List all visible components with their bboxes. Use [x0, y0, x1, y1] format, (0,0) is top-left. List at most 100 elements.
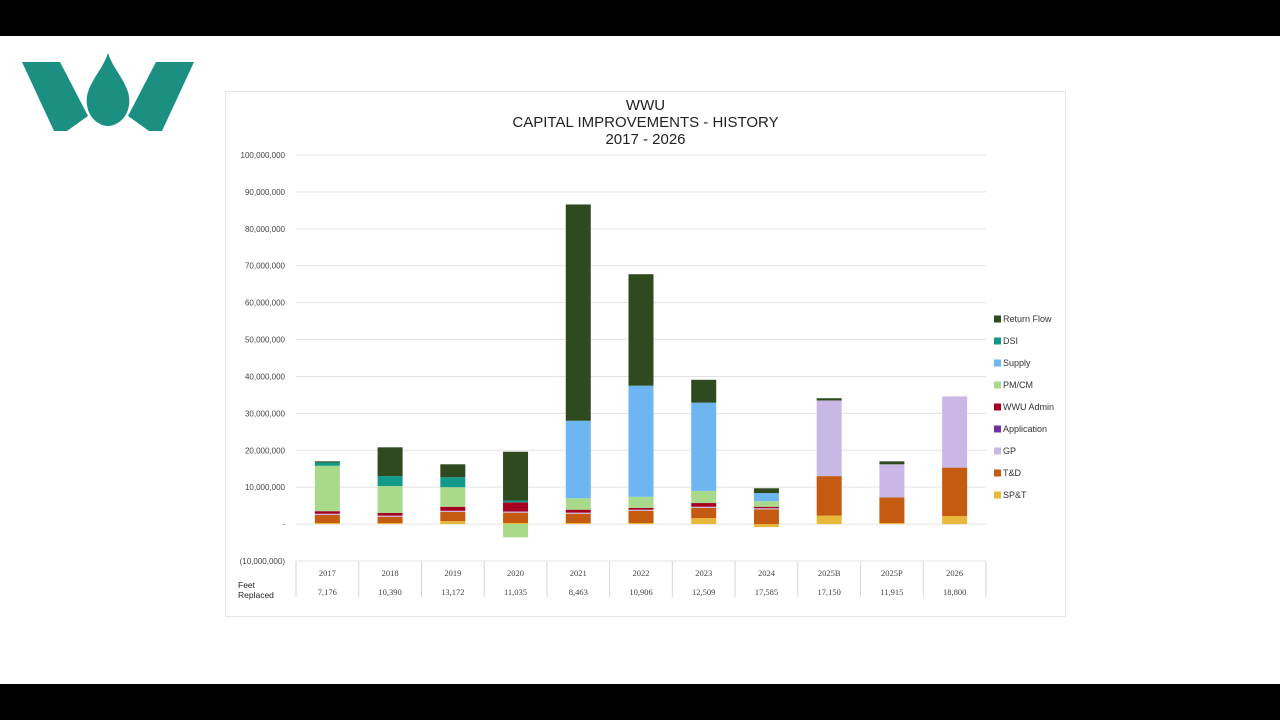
- feet-replaced-value: 7,176: [318, 587, 337, 597]
- x-tick-label: 2022: [633, 568, 650, 578]
- bar-segment-gp-2019: [440, 510, 466, 512]
- wwu-logo: [22, 53, 194, 131]
- bar-segment-return-flow-2021: [565, 204, 591, 421]
- bar-segment-sp-t-2020: [503, 522, 529, 525]
- y-tick-label: 10,000,000: [245, 483, 286, 492]
- bar-segment-return-flow-2025p: [879, 461, 905, 465]
- logo-w-left: [22, 62, 88, 131]
- x-tick-label: 2017: [319, 568, 336, 578]
- bar-segment-return-flow-2025b: [816, 398, 842, 401]
- bar-segment-pm-cm-2019: [440, 487, 466, 507]
- bar-segment-sp-t-2018: [377, 522, 403, 525]
- bar-segment-t-d-2021: [565, 513, 591, 523]
- bar-segment-pm-cm-2018: [377, 486, 403, 514]
- bar-segment-dsi-2018: [377, 476, 403, 487]
- legend-swatch-pm-cm: [994, 381, 1001, 389]
- water-drop-icon: [86, 53, 130, 126]
- bar-segment-t-d-2018: [377, 516, 403, 523]
- bar-segment-sp-t-2017: [314, 522, 340, 525]
- bar-segment-dsi-2020: [503, 500, 529, 503]
- bar-segment-return-flow-2023: [691, 379, 717, 403]
- bar-segment-dsi-2017: [314, 462, 340, 466]
- bar-segment-t-d-2026: [942, 467, 968, 516]
- bar-segment-dsi-2019: [440, 477, 466, 488]
- bar-segment-return-flow-2017: [314, 461, 340, 463]
- bar-segment-pm-cm-2017: [314, 465, 340, 512]
- bar-segment-sp-t-2025b: [816, 515, 842, 525]
- legend-label-gp: GP: [1003, 446, 1016, 456]
- y-tick-label: 20,000,000: [245, 446, 286, 455]
- bar-segment-gp-2020: [503, 511, 529, 513]
- bar-segment-gp-2026: [942, 396, 968, 468]
- bar-segment-wwu-admin-2022: [628, 507, 654, 510]
- bar-segment-supply-2023: [691, 402, 717, 491]
- bar-segment-pm-cm-2023: [691, 490, 717, 504]
- bar-segment-return-flow-2020: [503, 451, 529, 501]
- legend-swatch-dsi: [994, 337, 1001, 345]
- bar-segment-supply-2024: [753, 493, 779, 502]
- bar-segment-sp-t-2023: [691, 518, 717, 525]
- x-tick-label: 2019: [444, 568, 461, 578]
- legend-swatch-supply: [994, 359, 1001, 367]
- x-tick-label: 2021: [570, 568, 587, 578]
- legend-label-return-flow: Return Flow: [1003, 314, 1052, 324]
- bar-segment-pm-cm-2024: [753, 501, 779, 507]
- legend-label-pm-cm: PM/CM: [1003, 380, 1033, 390]
- y-tick-label: 60,000,000: [245, 299, 286, 308]
- x-tick-label: 2023: [695, 568, 712, 578]
- bar-segment-wwu-admin-2019: [440, 506, 466, 511]
- bar-segment-sp-t-2026: [942, 515, 968, 525]
- feet-replaced-label-line-1: Feet: [238, 580, 256, 590]
- bar-segment-sp-t-2025p: [879, 522, 905, 525]
- bar-segment-gp-2022: [628, 509, 654, 511]
- bar-segment-t-d-2023: [691, 507, 717, 519]
- bar-segment-t-d-2019: [440, 511, 466, 522]
- bar-segment-gp-2024: [753, 508, 779, 510]
- bar-segment-return-flow-2024: [753, 488, 779, 494]
- y-tick-label: 40,000,000: [245, 372, 286, 381]
- bar-segment-wwu-admin-2024: [753, 506, 779, 509]
- bar-segment-t-d-2017: [314, 514, 340, 523]
- legend-label-wwu-admin: WWU Admin: [1003, 402, 1054, 412]
- bar-segment-pm-cm-2022: [628, 496, 654, 508]
- legend-swatch-application: [994, 425, 1001, 433]
- x-tick-label: 2020: [507, 568, 524, 578]
- x-tick-label: 2024: [758, 568, 776, 578]
- legend-label-dsi: DSI: [1003, 336, 1018, 346]
- y-tick-label: 90,000,000: [245, 188, 286, 197]
- legend-label-application: Application: [1003, 424, 1047, 434]
- x-tick-label: 2025P: [881, 568, 903, 578]
- bar-segment-sp-t-2024: [753, 524, 779, 528]
- x-tick-label: 2025B: [818, 568, 841, 578]
- bar-segment-wwu-admin-2023: [691, 503, 717, 507]
- feet-replaced-value: 17,150: [817, 587, 840, 597]
- feet-replaced-value: 11,035: [504, 587, 527, 597]
- y-tick-label: 50,000,000: [245, 336, 286, 345]
- legend: Return Flow DSI Supply PM/CM WWU Admin Applic…: [994, 314, 1054, 500]
- feet-replaced-value: 12,509: [692, 587, 715, 597]
- bar-segment-gp-2025p: [879, 464, 905, 498]
- feet-replaced-value: 10,906: [629, 587, 652, 597]
- legend-swatch-t-d: [994, 469, 1001, 477]
- bar-segment-t-d-2022: [628, 510, 654, 523]
- bar-segment-gp-2018: [377, 515, 403, 517]
- bar-segment-gp-2025b: [816, 400, 842, 477]
- legend-label-supply: Supply: [1003, 358, 1031, 368]
- feet-replaced-value: 10,390: [378, 587, 401, 597]
- bar-segment-gp-2021: [565, 512, 591, 514]
- bar-segment-return-flow-2019: [440, 464, 466, 478]
- legend-swatch-gp: [994, 447, 1001, 455]
- bar-segment-t-d-2024: [753, 509, 779, 525]
- bottom-letterbox: [0, 684, 1280, 720]
- bar-segment-sp-t-2022: [628, 522, 654, 525]
- chart: WWU CAPITAL IMPROVEMENTS - HISTORY 2017 …: [238, 97, 1054, 600]
- feet-replaced-label-line-2: Replaced: [238, 590, 274, 600]
- legend-label-sp-t: SP&T: [1003, 490, 1027, 500]
- chart-frame: WWU CAPITAL IMPROVEMENTS - HISTORY 2017 …: [225, 91, 1066, 617]
- x-tick-label: 2018: [382, 568, 399, 578]
- bar-segment-t-d-2020: [503, 512, 529, 523]
- bar-segment-return-flow-2018: [377, 447, 403, 477]
- y-tick-label: (10,000,000): [240, 557, 286, 566]
- bar-segment-t-d-2025b: [816, 476, 842, 516]
- top-letterbox: [0, 0, 1280, 36]
